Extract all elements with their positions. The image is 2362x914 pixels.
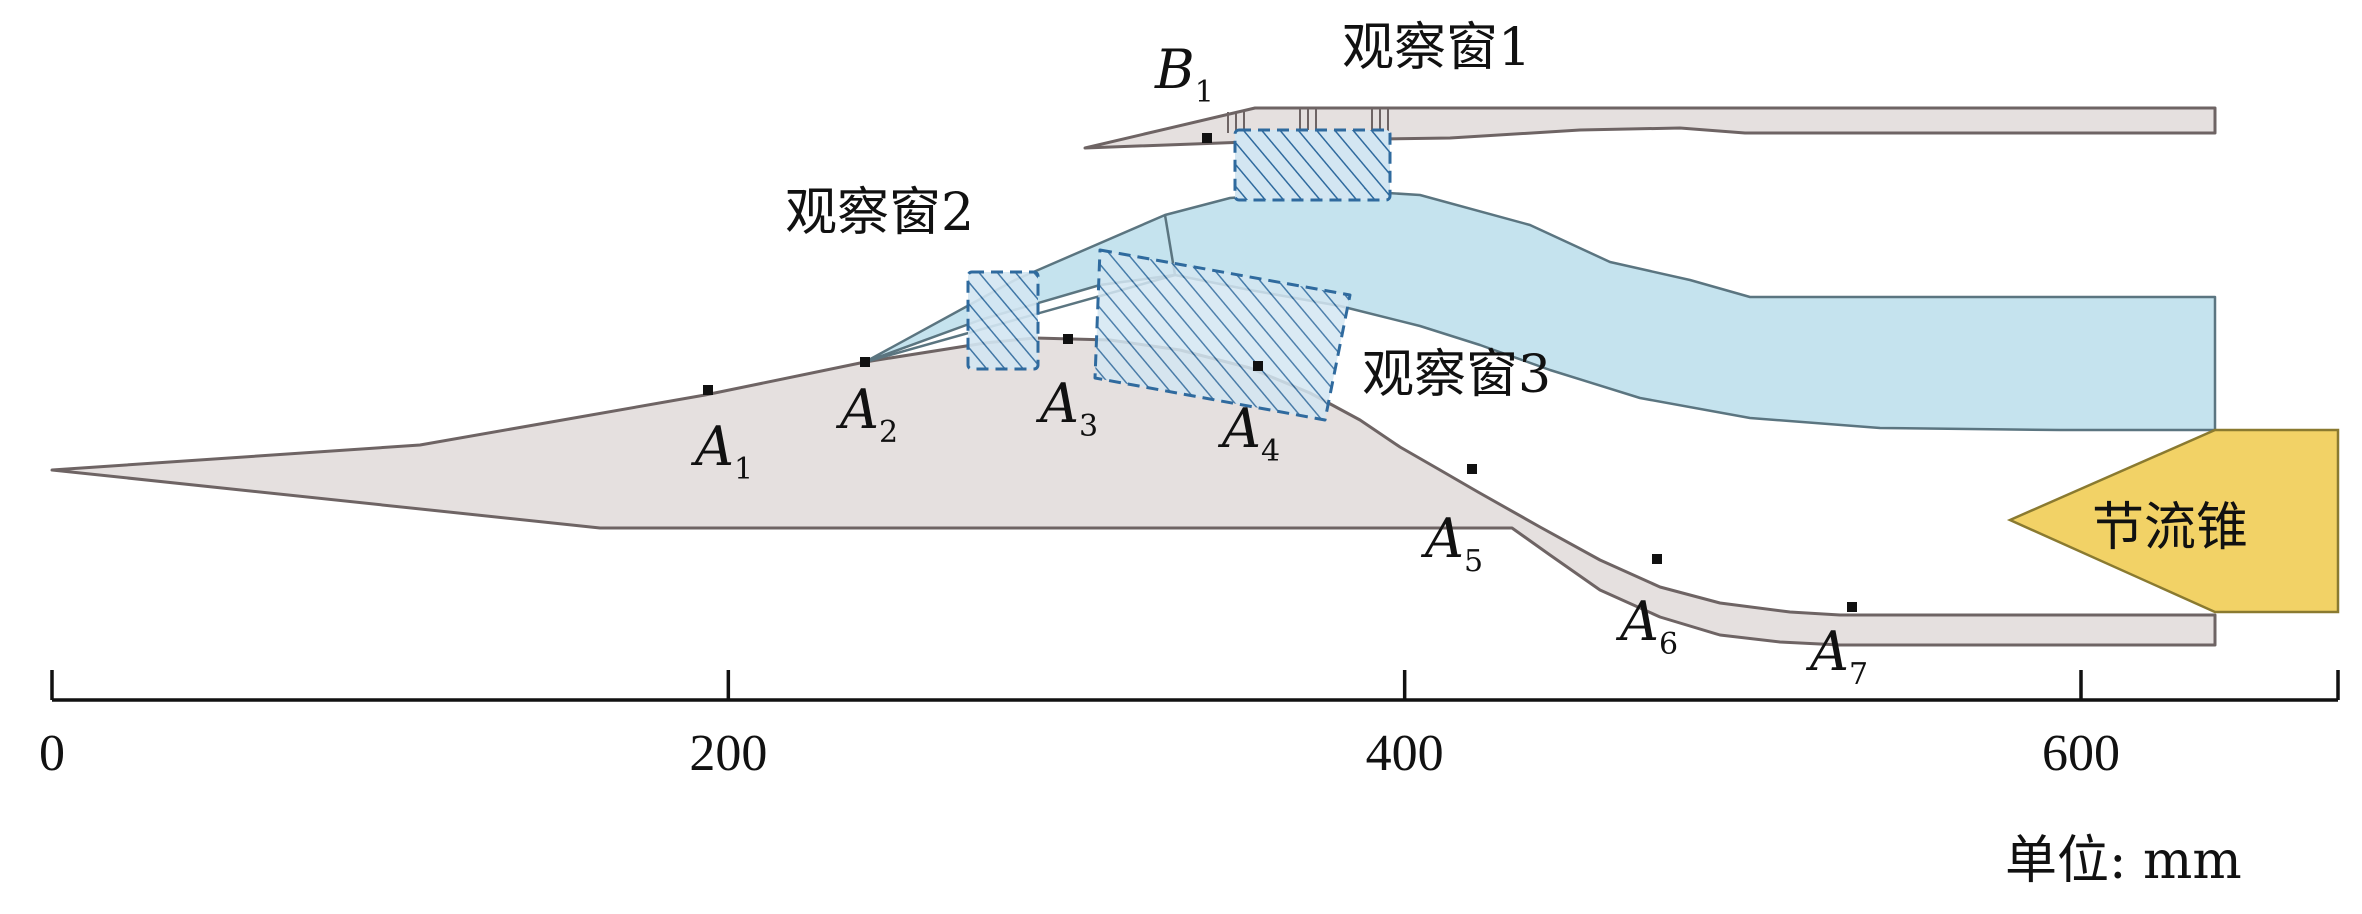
point-marker-a4 [1253,361,1263,371]
observation-window-3 [1093,248,1352,422]
observation-window-2-label: 观察窗2 [785,183,974,243]
axis-tick-label-400: 400 [1366,725,1444,782]
svg-text:A3: A3 [1035,372,1098,444]
svg-text:A4: A4 [1217,397,1280,469]
point-label-b1-letter: B [1154,38,1195,101]
point-label-a7-sub: 7 [1849,657,1868,692]
point-labels: B1 A1 A2 A3 A4 A5 A6 A7 [690,38,1868,692]
point-marker-a1 [703,385,713,395]
point-label-a1-sub: 1 [734,452,753,487]
point-markers [703,133,1857,612]
axis-tick-label-200: 200 [689,725,767,782]
observation-window-2 [966,270,1040,371]
point-label-a3-sub: 3 [1079,409,1098,444]
point-label-a2-sub: 2 [879,415,898,450]
throttle-cone [2006,428,2340,614]
svg-text:A1: A1 [690,415,753,487]
svg-text:A5: A5 [1420,507,1483,579]
point-label-a5-letter: A [1420,507,1464,570]
axis-tick-label-0: 0 [39,725,65,782]
svg-text:B1: B1 [1154,38,1214,110]
point-label-a3-letter: A [1035,372,1079,435]
axis-tick-label-600: 600 [2042,725,2120,782]
observation-window-3-label: 观察窗3 [1362,345,1551,405]
point-label-b1-sub: 1 [1195,75,1214,110]
point-label-a5-sub: 5 [1464,544,1483,579]
point-marker-a6 [1652,554,1662,564]
unit-label: 单位: mm [2005,831,2242,891]
point-marker-a2 [860,357,870,367]
point-marker-b1 [1202,133,1212,143]
point-label-a6-letter: A [1615,590,1659,653]
point-label-a7-letter: A [1805,620,1849,683]
point-marker-a3 [1063,334,1073,344]
point-marker-a5 [1467,464,1477,474]
svg-text:A7: A7 [1805,620,1868,692]
svg-text:A2: A2 [835,378,898,450]
point-label-a4-sub: 4 [1261,434,1280,469]
point-marker-a7 [1847,602,1857,612]
point-label-a6-sub: 6 [1659,627,1678,662]
point-label-a2-letter: A [835,378,879,441]
scale-axis: 0 200 400 600 [39,670,2340,782]
point-label-a1-letter: A [690,415,734,478]
observation-window-1-label: 观察窗1 [1342,18,1531,78]
throttle-cone-label: 节流锥 [2092,498,2248,558]
svg-text:A6: A6 [1615,590,1678,662]
observation-window-1 [1233,128,1392,202]
point-label-a4-letter: A [1217,397,1261,460]
